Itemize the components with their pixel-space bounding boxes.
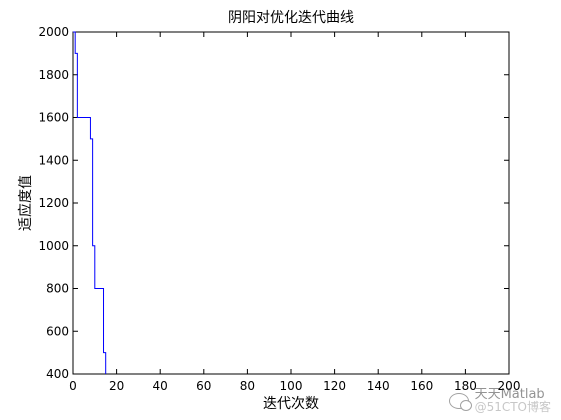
x-tick-label: 80 bbox=[240, 379, 255, 393]
y-tick-label: 1600 bbox=[38, 111, 69, 125]
y-tick-label: 1400 bbox=[38, 153, 69, 167]
y-tick-label: 1200 bbox=[38, 196, 69, 210]
series-line bbox=[73, 31, 107, 374]
y-tick-label: 600 bbox=[46, 324, 69, 338]
watermark-title: 天天Matlab bbox=[474, 387, 545, 402]
x-axis-label: 迭代次数 bbox=[263, 396, 319, 412]
x-tick-label: 40 bbox=[153, 379, 168, 393]
y-tick-label: 800 bbox=[46, 282, 69, 296]
watermark-subtitle: @51CTO博客 bbox=[474, 400, 551, 414]
x-tick-label: 20 bbox=[109, 379, 124, 393]
y-tick-label: 1800 bbox=[38, 68, 69, 82]
y-tick-label: 2000 bbox=[38, 25, 69, 39]
chart-title: 阴阳对优化迭代曲线 bbox=[228, 10, 354, 26]
y-tick-label: 1000 bbox=[38, 239, 69, 253]
x-tick-label: 160 bbox=[410, 379, 433, 393]
x-tick-label: 200 bbox=[498, 379, 521, 393]
x-tick-label: 0 bbox=[69, 379, 77, 393]
x-tick-label: 140 bbox=[367, 379, 390, 393]
y-axis-label: 适应度值 bbox=[17, 175, 34, 231]
x-tick-label: 60 bbox=[196, 379, 211, 393]
x-tick-label: 100 bbox=[280, 379, 303, 393]
x-tick-label: 180 bbox=[454, 379, 477, 393]
watermark: 天天Matlab @51CTO博客 bbox=[448, 387, 551, 414]
wechat-icon bbox=[448, 393, 472, 411]
y-tick-label: 400 bbox=[46, 367, 69, 381]
x-tick-label: 120 bbox=[323, 379, 346, 393]
plot-area bbox=[72, 31, 510, 375]
